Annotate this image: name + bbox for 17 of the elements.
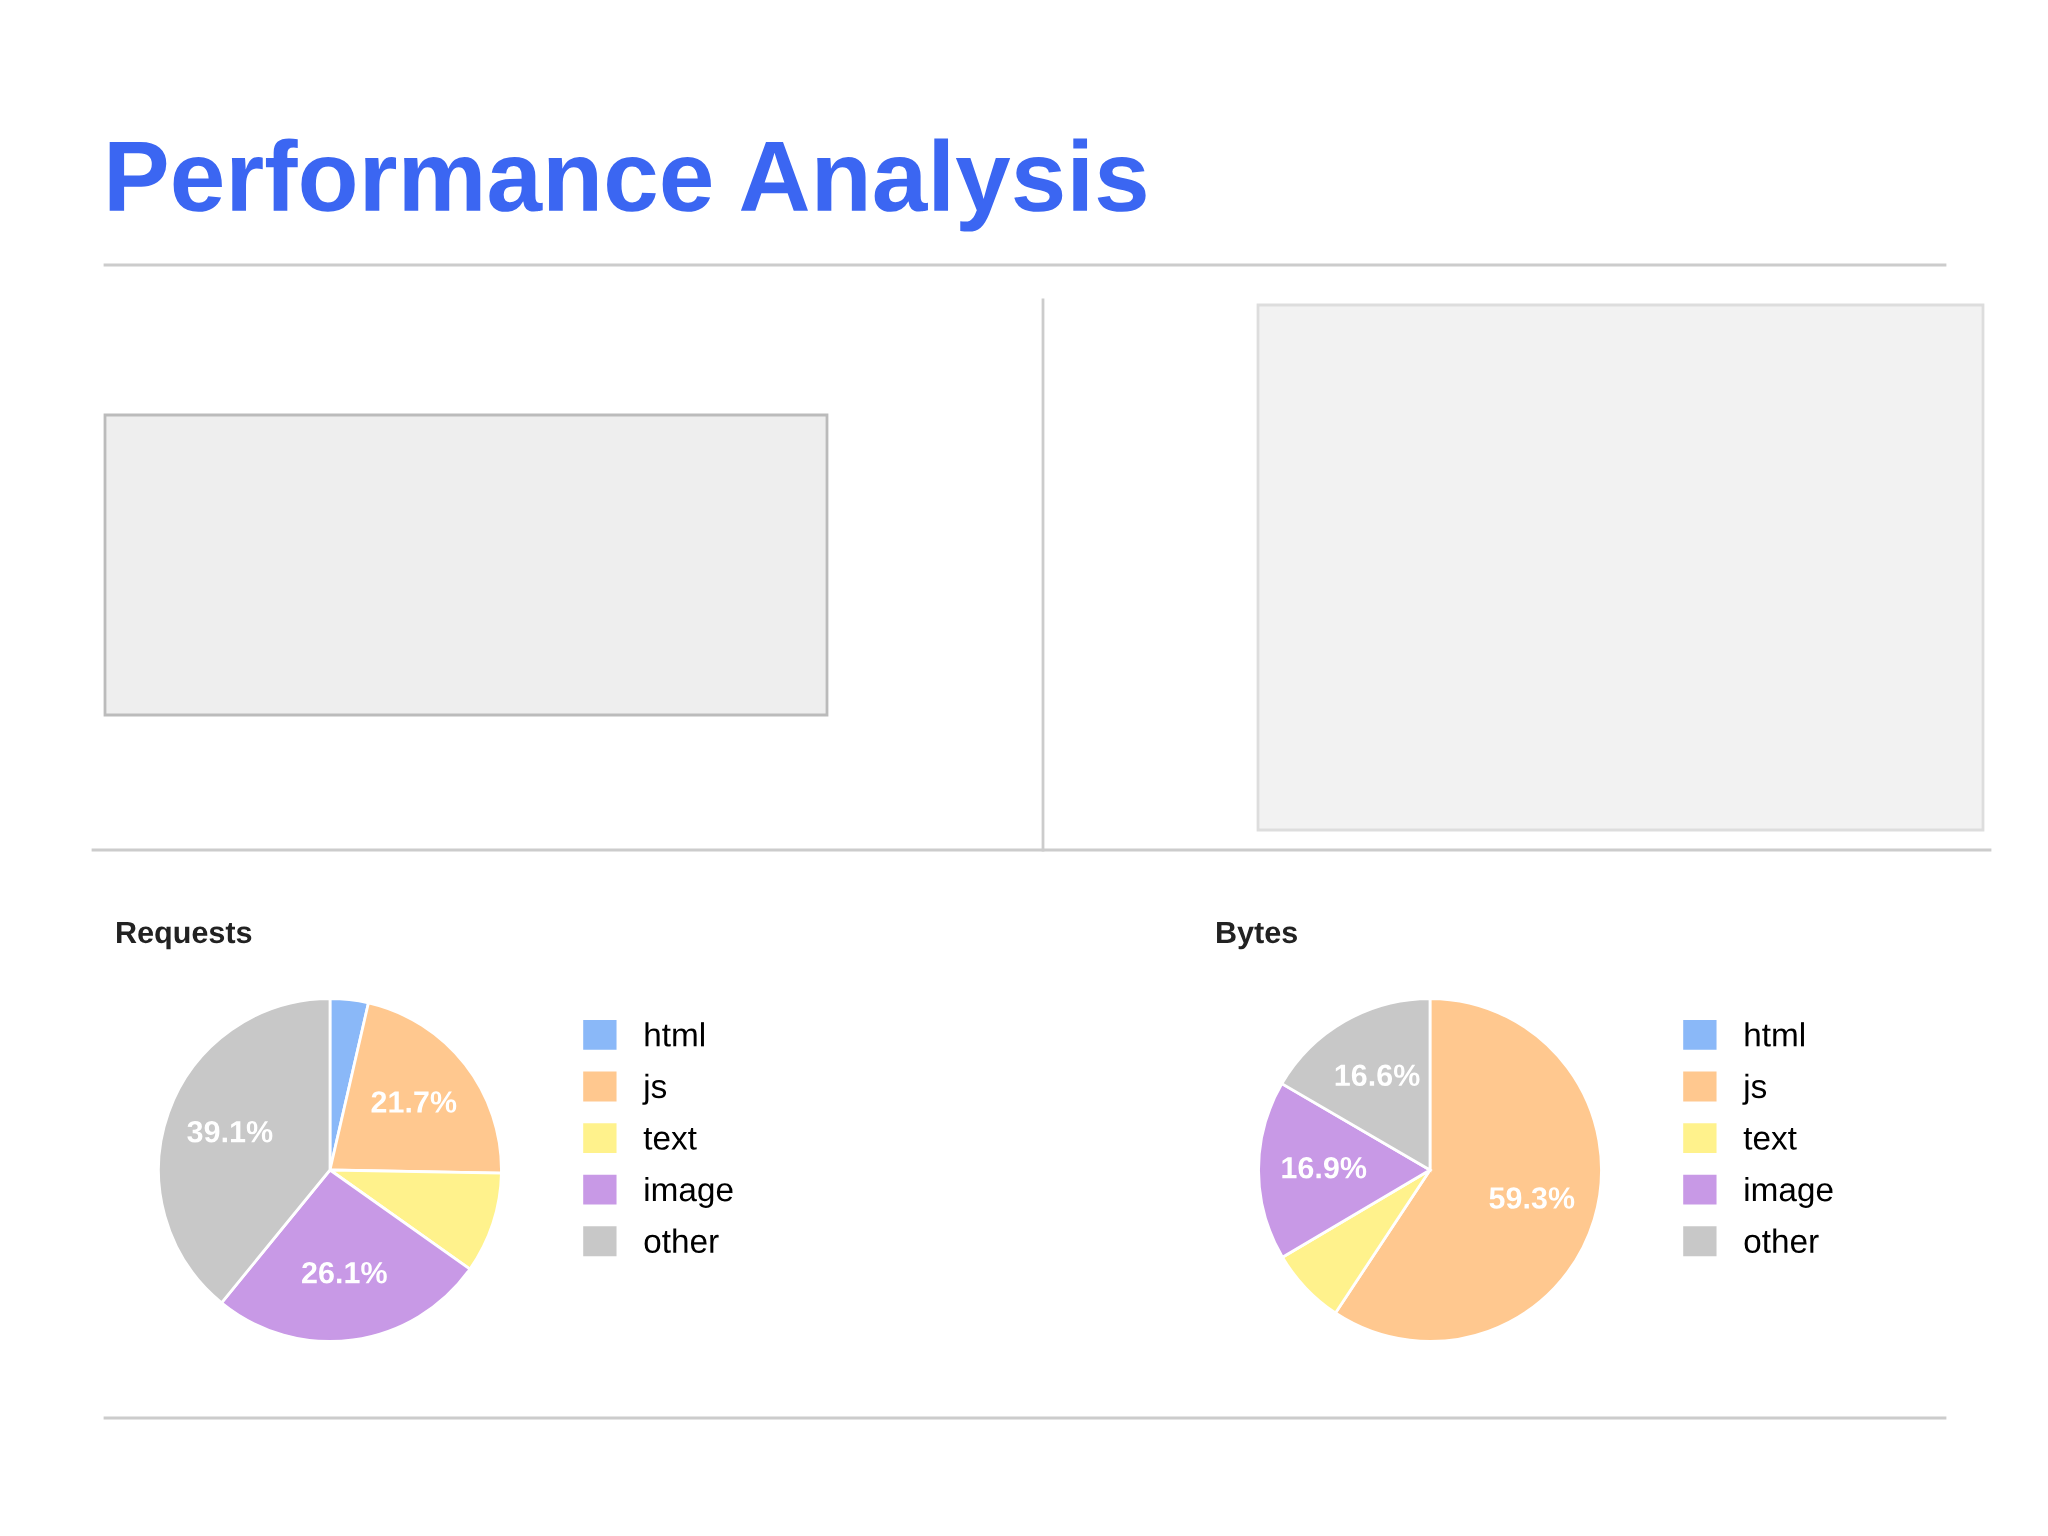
text: Performance Analysis [109,138,1146,232]
legend-label: text [643,1127,697,1150]
legend-label: js [1742,1073,1767,1105]
data-label: 21.7% [371,1091,457,1113]
legend-label: other [1744,1228,1819,1253]
legend-label: text [1743,1127,1797,1150]
legend-label: js [642,1073,667,1105]
legend-label: other [644,1228,719,1253]
legend-label: image [1745,1176,1833,1208]
chart-title: Requests [117,921,252,950]
legend-label: html [645,1022,704,1047]
data-label: 16.9% [1282,1156,1367,1179]
legend-label: html [1745,1022,1804,1047]
data-label: 26.1% [302,1261,387,1284]
legend-label: image [645,1176,733,1208]
data-label: 59.3% [1489,1187,1575,1209]
chart-title: Bytes [1217,921,1297,950]
